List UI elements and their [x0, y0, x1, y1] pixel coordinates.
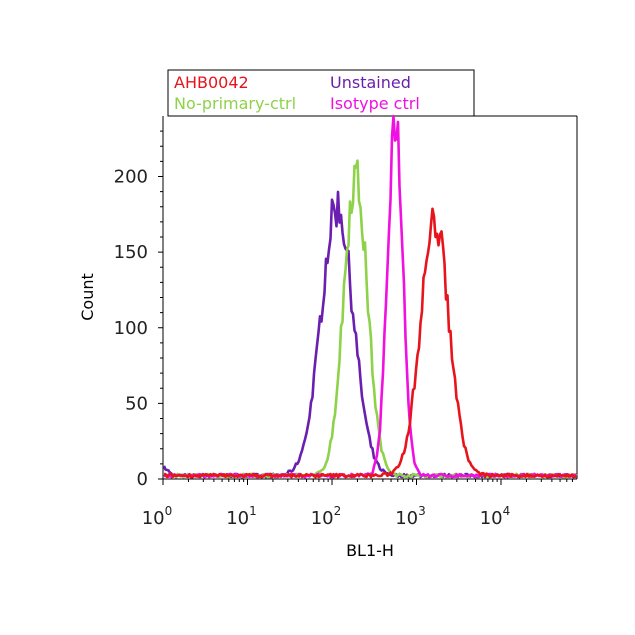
x-axis-title: BL1-H: [346, 541, 394, 560]
x-tick-base: 10: [142, 508, 165, 529]
x-tick-label: 104: [480, 504, 511, 529]
y-tick-label: 200: [114, 167, 148, 188]
legend-entry-ahb0042: AHB0042: [174, 73, 249, 92]
x-tick-base: 10: [395, 508, 418, 529]
x-tick-label: 100: [142, 504, 173, 529]
series-layer: [162, 114, 578, 479]
series-ahb0042-line: [163, 207, 578, 479]
x-tick-exponent: 2: [334, 504, 342, 518]
y-tick-label: 50: [125, 393, 148, 414]
y-tick-label: 100: [114, 318, 148, 339]
y-tick-label: 150: [114, 242, 148, 263]
legend-entry-unstained: Unstained: [330, 73, 411, 92]
legend-box: [167, 69, 475, 117]
x-tick-label: 103: [395, 504, 426, 529]
x-axis-ticks: 100 101 102 103 104: [142, 479, 573, 529]
legend: AHB0042 Unstained No-primary-ctrl Isotyp…: [167, 69, 475, 117]
x-tick-exponent: 3: [418, 504, 426, 518]
x-tick-exponent: 0: [165, 504, 173, 518]
x-tick-label: 101: [226, 504, 257, 529]
legend-entry-no-primary-ctrl: No-primary-ctrl: [174, 94, 296, 113]
legend-entry-isotype-ctrl: Isotype ctrl: [330, 94, 420, 113]
y-tick-label: 0: [137, 469, 148, 490]
x-tick-exponent: 1: [249, 504, 257, 518]
x-tick-base: 10: [480, 508, 503, 529]
y-axis-title: Count: [78, 273, 97, 321]
x-tick-base: 10: [311, 508, 334, 529]
x-tick-exponent: 4: [503, 504, 511, 518]
x-tick-label: 102: [311, 504, 342, 529]
y-axis-ticks: 0 50 100 150 200: [114, 130, 163, 490]
x-tick-base: 10: [226, 508, 249, 529]
